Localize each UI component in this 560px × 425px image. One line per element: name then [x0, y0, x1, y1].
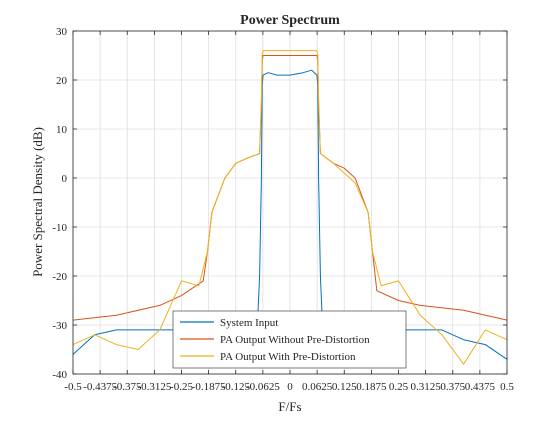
legend-items: System Input PA Output Without Pre-Distor… [180, 317, 370, 363]
x-tick-label: -0.4375 [83, 381, 117, 393]
x-tick-label: 0.3125 [411, 381, 442, 393]
x-tick-label: 0.4375 [465, 381, 496, 393]
x-tick-label: 0.1875 [356, 381, 387, 393]
x-tick-label: -0.375 [113, 381, 142, 393]
legend: System Input PA Output Without Pre-Distor… [172, 310, 407, 369]
x-tick-label: 0 [287, 381, 293, 393]
ticks: -0.5 -0.4375-0.375-0.3125-0.25-0.1875-0.1… [52, 26, 514, 393]
y-tick-label: -10 [52, 222, 67, 234]
chart-title: Power Spectrum [240, 13, 340, 28]
x-tick-label: -0.25 [170, 381, 193, 393]
y-axis-label: Power Spectral Density (dB) [30, 127, 45, 277]
y-tick-label: -20 [52, 271, 67, 283]
x-tick-label: -0.5 [64, 381, 82, 393]
y-tick-label: 20 [56, 75, 68, 87]
legend-label-2: PA Output Without Pre-Distortion [220, 334, 370, 346]
y-tick-label: -30 [52, 320, 67, 332]
y-tick-label: 30 [56, 26, 68, 38]
x-axis-label: F/Fs [278, 399, 301, 414]
y-tick-label: 10 [56, 124, 68, 136]
x-tick-label: -0.125 [222, 381, 251, 393]
legend-label-3: PA Output With Pre-Distortion [220, 351, 356, 363]
x-tick-label: -0.0625 [246, 381, 280, 393]
x-tick-label: 0.0625 [302, 381, 333, 393]
x-tick-label: 0.5 [500, 381, 514, 393]
x-tick-label: -0.1875 [192, 381, 226, 393]
legend-label-1: System Input [220, 317, 278, 329]
x-tick-label: 0.375 [440, 381, 465, 393]
y-tick-label: -40 [52, 369, 67, 381]
x-tick-label: 0.25 [389, 381, 409, 393]
y-tick-label: 0 [62, 173, 68, 185]
series-line-3 [72, 50, 508, 365]
x-tick-label: 0.125 [332, 381, 357, 393]
x-tick-label: -0.3125 [137, 381, 171, 393]
